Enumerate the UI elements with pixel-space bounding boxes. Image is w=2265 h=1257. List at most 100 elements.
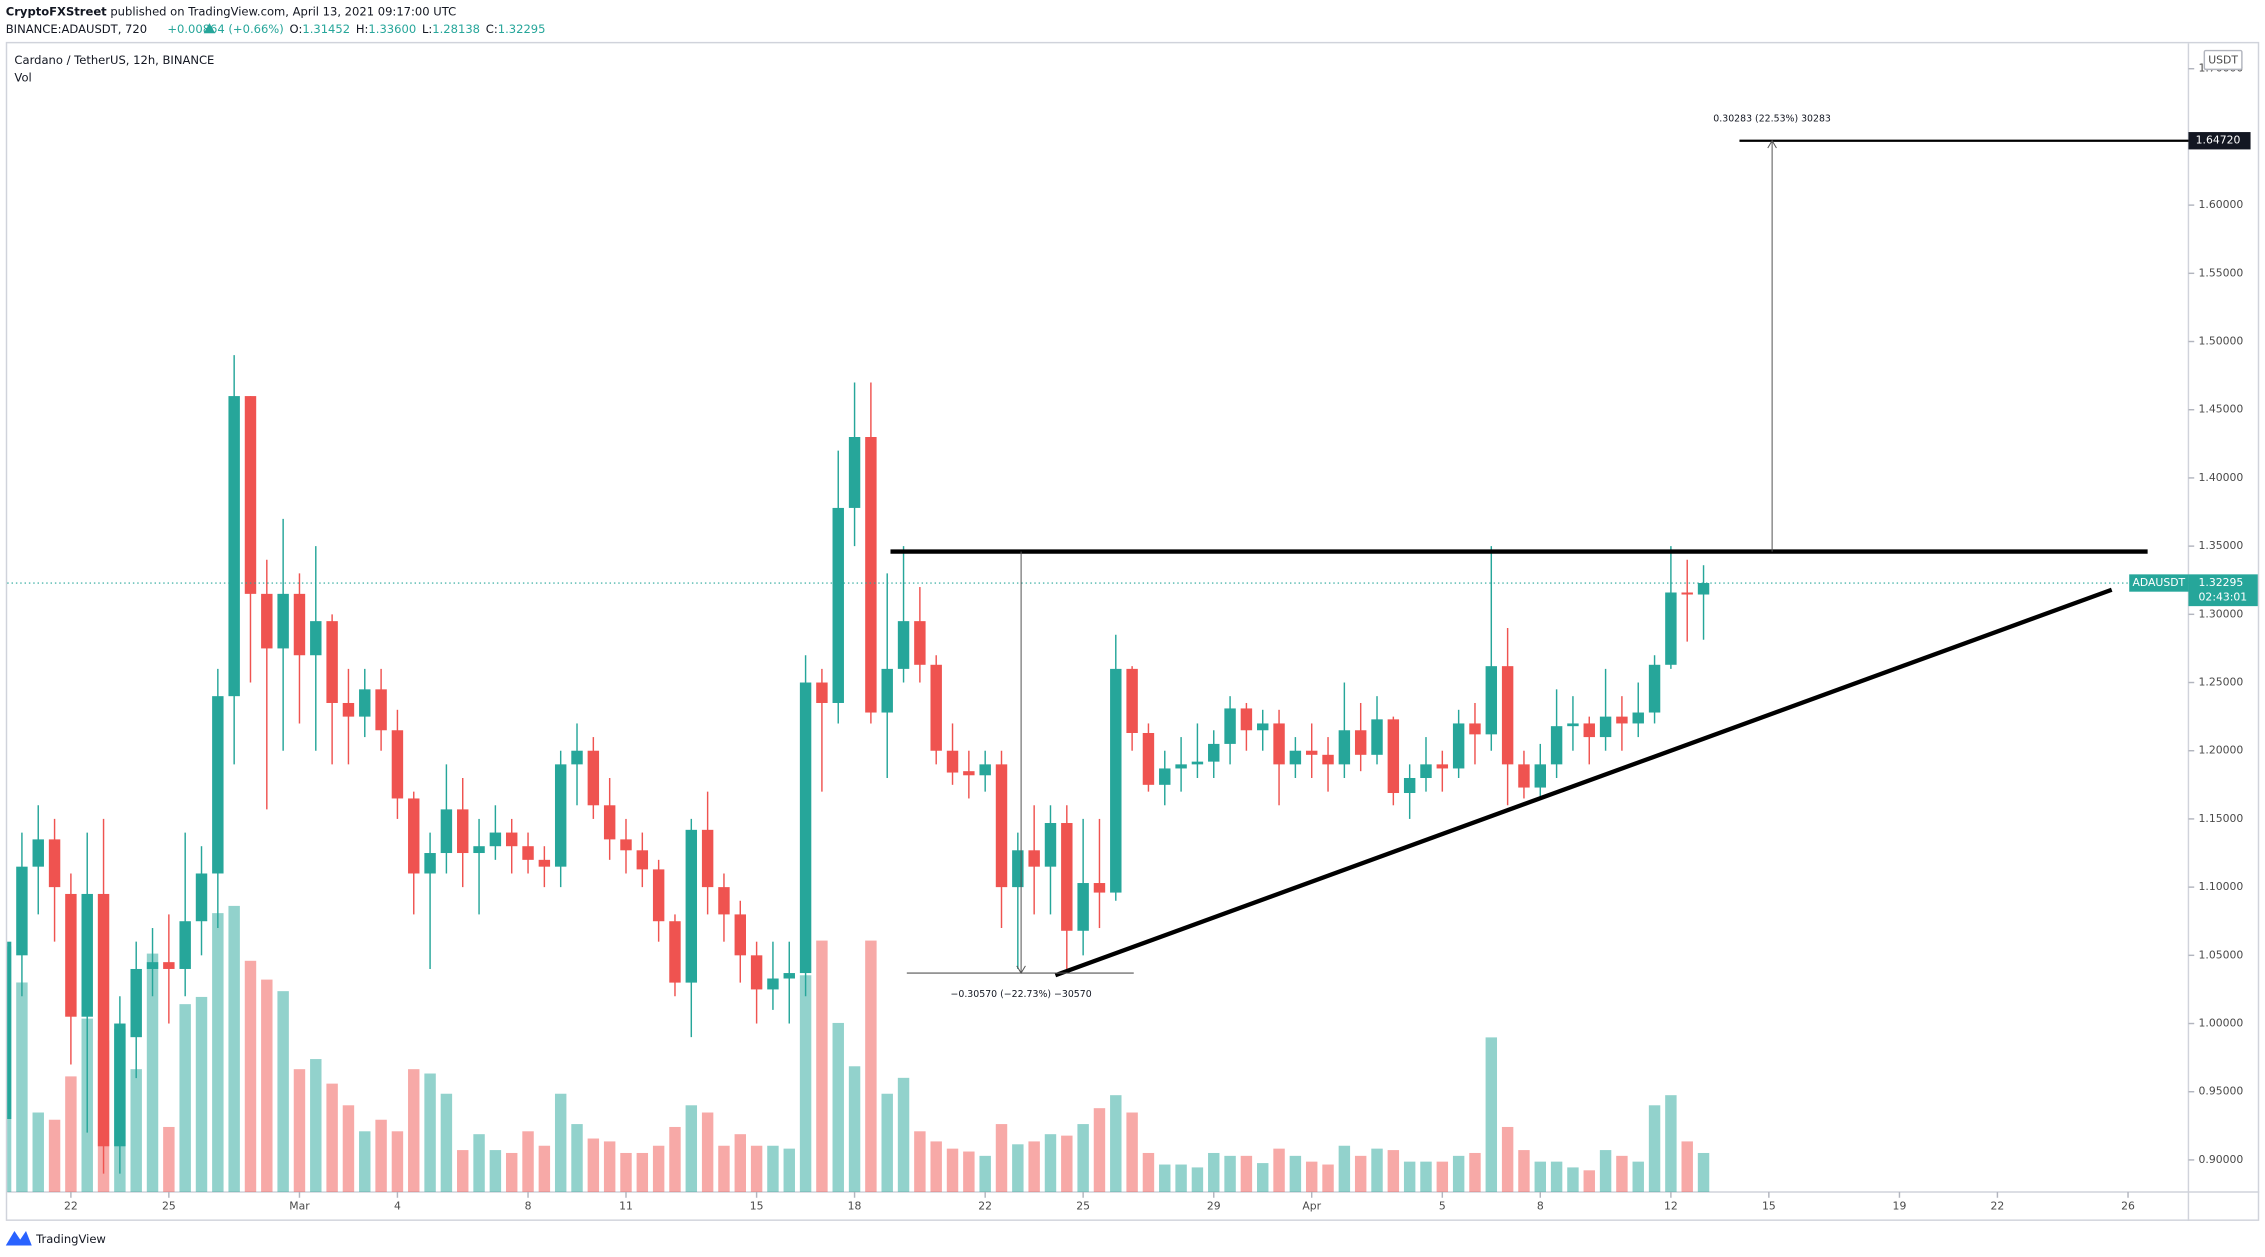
volume-bar xyxy=(1583,1170,1595,1192)
volume-bar xyxy=(1534,1161,1546,1192)
volume-bar xyxy=(1469,1152,1481,1192)
candle-body xyxy=(1599,716,1612,738)
candle-body xyxy=(1208,743,1220,762)
candle-body xyxy=(228,396,240,697)
quote-value: 1.33600 xyxy=(368,21,416,35)
volume-bar xyxy=(522,1131,534,1192)
volume-bar xyxy=(1648,1105,1661,1192)
x-tick-label: 19 xyxy=(1893,1199,1907,1212)
x-tick-label: 5 xyxy=(1439,1199,1446,1212)
x-tick-label: 18 xyxy=(848,1199,862,1212)
measure-up-label: 0.30283 (22.53%) 30283 xyxy=(1713,114,1831,125)
volume-bar xyxy=(1175,1164,1187,1192)
volume-bar xyxy=(1126,1112,1138,1192)
volume-bar xyxy=(1616,1155,1628,1192)
volume-bar xyxy=(1240,1155,1253,1192)
volume-bar xyxy=(408,1069,420,1192)
candle-body xyxy=(603,805,616,840)
candle-body xyxy=(946,750,959,773)
header-line: CryptoFXStreet published on TradingView.… xyxy=(6,4,456,18)
candle-body xyxy=(1224,708,1236,744)
volume-bar xyxy=(1028,1141,1040,1192)
candle-body xyxy=(571,750,583,765)
candle-body xyxy=(244,396,257,594)
symbol: BINANCE:ADAUSDT, 720 xyxy=(6,21,147,35)
candle-body xyxy=(1567,723,1579,727)
volume-bar xyxy=(1322,1164,1334,1192)
volume-bar xyxy=(293,1069,306,1192)
candle-body xyxy=(652,869,665,922)
candle-body xyxy=(832,507,844,703)
candle-body xyxy=(48,839,61,888)
candle-body xyxy=(277,593,289,649)
candle-body xyxy=(685,829,698,983)
volume-bar xyxy=(1044,1134,1057,1192)
candle-body xyxy=(816,682,828,703)
volume-bar xyxy=(1387,1150,1400,1192)
candle-body xyxy=(669,921,681,983)
x-tick-label: 25 xyxy=(1076,1199,1090,1212)
candle-body xyxy=(1387,719,1400,794)
x-tick-label: 25 xyxy=(162,1199,176,1212)
candle-body xyxy=(375,689,387,731)
volume-bar xyxy=(554,1093,567,1192)
volume-bar xyxy=(375,1119,387,1192)
candle-body xyxy=(995,764,1008,888)
volume-bar xyxy=(1485,1037,1498,1192)
volume-bar xyxy=(1077,1124,1089,1192)
x-tick-label: 26 xyxy=(2121,1199,2135,1212)
volume-bar xyxy=(881,1093,893,1192)
currency-box xyxy=(2203,49,2243,71)
x-tick-label: 22 xyxy=(1991,1199,2005,1212)
volume-bar xyxy=(1257,1163,1269,1192)
candle-body xyxy=(114,1023,126,1147)
quote-key: C: xyxy=(486,21,498,35)
volume-bar xyxy=(16,982,28,1192)
candle-body xyxy=(1485,666,1498,735)
volume-bar xyxy=(440,1093,453,1192)
candle-body xyxy=(848,436,861,508)
y-tick-label: 0.90000 xyxy=(2199,1153,2244,1166)
candle-body xyxy=(1354,730,1367,755)
volume-bar xyxy=(505,1152,518,1192)
candle-body xyxy=(1175,764,1187,769)
candle-body xyxy=(457,809,469,854)
candle-body xyxy=(326,621,338,703)
candle-body xyxy=(1012,850,1024,888)
candle-body xyxy=(391,730,404,799)
volume-bar xyxy=(473,1134,485,1192)
x-tick-label: 8 xyxy=(525,1199,532,1212)
candle-body xyxy=(1420,764,1432,779)
candle-body xyxy=(799,682,812,974)
volume-bar xyxy=(1697,1152,1710,1192)
candle-body xyxy=(636,850,649,870)
volume-bar xyxy=(995,1124,1008,1192)
candle-body xyxy=(261,593,273,649)
volume-label: Vol xyxy=(14,71,31,85)
volume-bar xyxy=(1159,1164,1171,1192)
candle-body xyxy=(1403,778,1416,794)
volume-bar xyxy=(342,1105,355,1192)
volume-bar xyxy=(244,960,257,1192)
logo xyxy=(5,1230,32,1246)
candle-body xyxy=(930,664,942,751)
volume-bar xyxy=(179,1004,191,1192)
volume-bar xyxy=(1403,1161,1416,1192)
candle-body xyxy=(1061,823,1073,931)
volume-bar xyxy=(1061,1135,1073,1192)
candle-body xyxy=(505,832,518,847)
volume-bar xyxy=(603,1141,616,1192)
candle-body xyxy=(1159,768,1171,785)
volume-bar xyxy=(930,1141,942,1192)
volume-bar xyxy=(1518,1150,1530,1192)
candle-body xyxy=(734,914,746,956)
candle-body xyxy=(538,859,551,867)
candle-body xyxy=(179,921,191,969)
candle-body xyxy=(1273,723,1285,765)
x-tick-label: 15 xyxy=(1762,1199,1776,1212)
candle-body xyxy=(750,955,763,990)
candle-body xyxy=(963,771,975,776)
volume-bar xyxy=(587,1138,600,1192)
